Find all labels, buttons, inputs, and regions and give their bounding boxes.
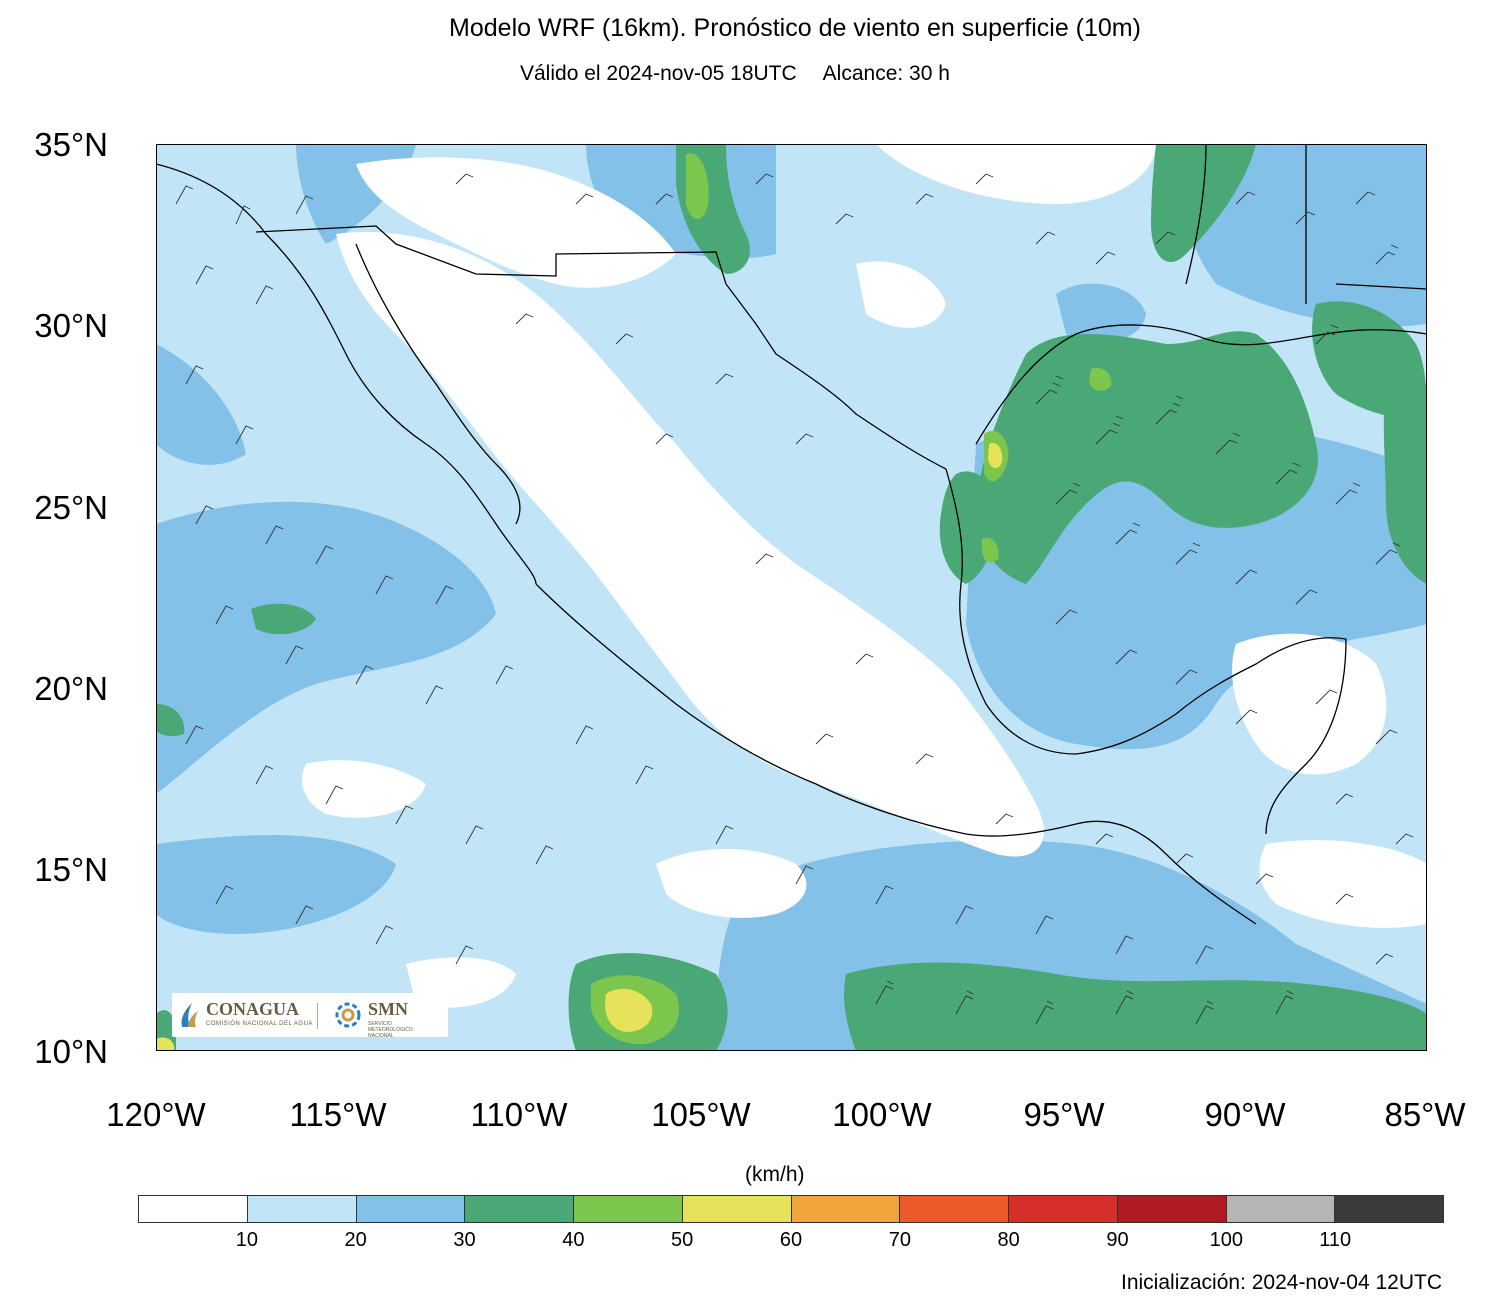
lon-label-105: 105°W — [651, 1096, 751, 1133]
colorbar-swatch — [900, 1196, 1009, 1222]
valid-time: Válido el 2024-nov-05 18UTC — [520, 62, 797, 85]
wind-barbs — [175, 173, 1414, 1025]
colorbar-swatch — [1009, 1196, 1118, 1222]
lat-label-25: 25°N — [34, 489, 108, 526]
lat-label-30: 30°N — [34, 307, 108, 344]
colorbar-swatch — [1335, 1196, 1443, 1222]
lat-label-10: 10°N — [34, 1033, 108, 1070]
colorbar-units: (km/h) — [745, 1163, 805, 1186]
lon-label-100: 100°W — [832, 1096, 932, 1133]
colorbar-swatch — [682, 1196, 792, 1222]
colorbar-tick-label: 90 — [1106, 1229, 1129, 1251]
lon-label-90: 90°W — [1204, 1096, 1286, 1133]
colorbar-swatch — [1117, 1196, 1227, 1222]
lat-label-15: 15°N — [34, 851, 108, 888]
colorbar-tick-label: 110 — [1319, 1229, 1352, 1251]
coastlines-borders — [155, 143, 1428, 925]
map-subtitle: Válido el 2024-nov-05 18UTC Alcance: 30 h — [520, 62, 976, 86]
conagua-logo-text: CONAGUA — [206, 999, 299, 1019]
forecast-range: Alcance: 30 h — [822, 62, 950, 85]
initialization-time: Inicialización: 2024-nov-04 12UTC — [1121, 1271, 1442, 1294]
colorbar-tick-label: 100 — [1209, 1229, 1244, 1251]
lat-label-35: 35°N — [34, 126, 108, 163]
colorbar-swatch — [574, 1196, 683, 1222]
lon-label-120: 120°W — [106, 1096, 206, 1133]
colorbar-tick-label: 60 — [779, 1229, 803, 1251]
colorbar-swatch — [139, 1196, 248, 1222]
colorbar-tick-label: 40 — [562, 1229, 585, 1251]
colorbar-tick-label: 10 — [235, 1229, 258, 1251]
colorbar-swatch — [1226, 1196, 1336, 1222]
map-title: Modelo WRF (16km). Pronóstico de viento … — [449, 14, 1141, 42]
smn-logo-icon — [335, 1002, 361, 1028]
wind-map — [155, 143, 1428, 1051]
colorbar-swatch — [356, 1196, 466, 1222]
conagua-logo-icon — [181, 1003, 198, 1027]
wind-50-60-regions — [156, 442, 1003, 1051]
logo-separator — [317, 1003, 318, 1029]
smn-logo-subtitle: SERVICIO METEOROLÓGICO NACIONAL — [368, 1021, 413, 1039]
colorbar-swatch — [247, 1196, 357, 1222]
logo-box: CONAGUA COMISIÓN NACIONAL DEL AGUA SMN S… — [172, 993, 448, 1039]
wind-map-svg — [155, 143, 1428, 1051]
colorbar-tick-label: 70 — [888, 1229, 911, 1251]
smn-logo-text: SMN — [368, 999, 408, 1019]
colorbar — [138, 1195, 1444, 1223]
lon-label-85: 85°W — [1384, 1096, 1466, 1133]
lat-label-20: 20°N — [34, 670, 108, 707]
lon-label-110: 110°W — [470, 1096, 568, 1133]
wind-below-10-regions — [302, 144, 1427, 1008]
lon-label-95: 95°W — [1023, 1096, 1105, 1133]
colorbar-tick-label: 80 — [997, 1229, 1020, 1251]
colorbar-tick-label: 30 — [453, 1229, 476, 1251]
conagua-logo-subtitle: COMISIÓN NACIONAL DEL AGUA — [206, 1021, 313, 1027]
colorbar-swatch — [465, 1196, 574, 1222]
map-frame — [156, 144, 1427, 1051]
colorbar-tick-label: 50 — [671, 1229, 694, 1251]
colorbar-tick-label: 20 — [344, 1229, 367, 1251]
lon-label-115: 115°W — [289, 1096, 387, 1133]
colorbar-swatch — [791, 1196, 901, 1222]
